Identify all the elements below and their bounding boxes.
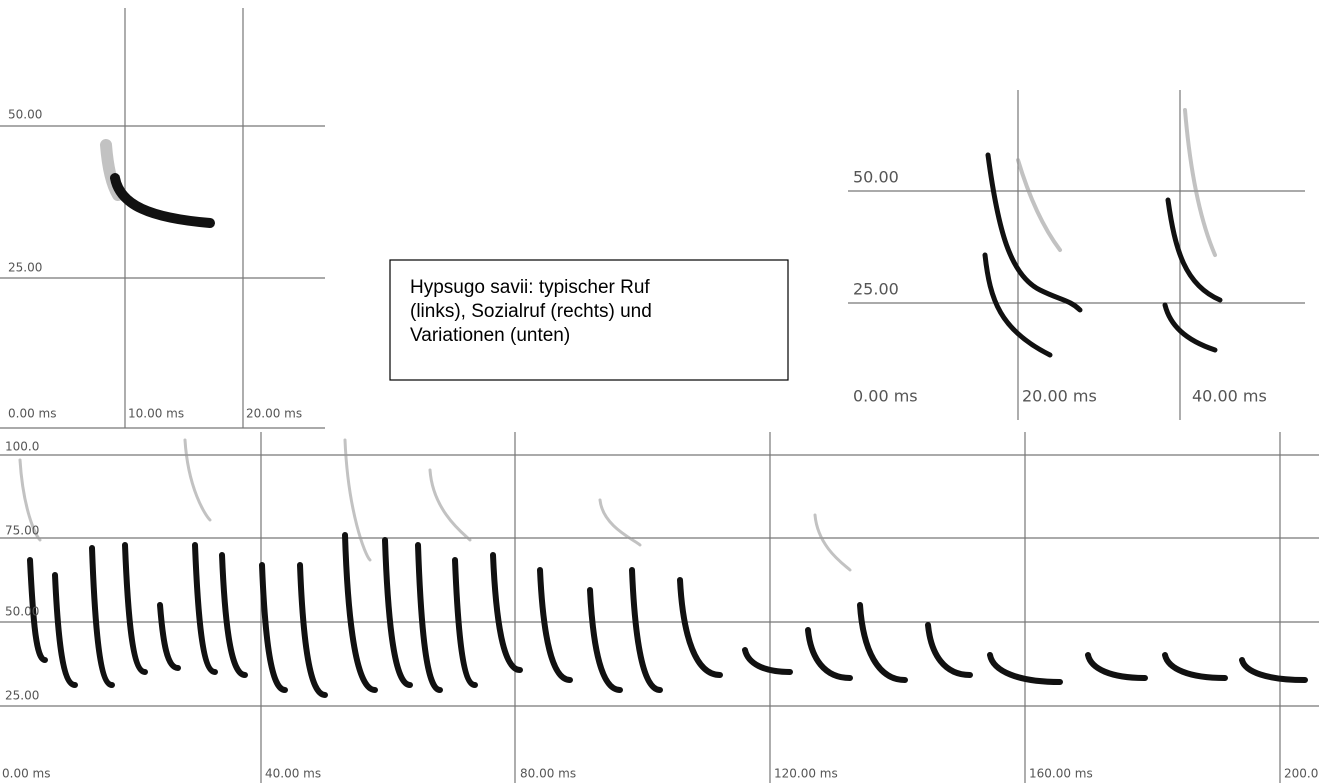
x-tick-label: 160.00 ms [1029, 767, 1093, 781]
y-tick-label: 50.00 [5, 605, 39, 619]
call-trace [430, 470, 470, 540]
x-tick-label: 10.00 ms [128, 407, 184, 421]
x-tick-label: 80.00 ms [520, 767, 576, 781]
y-tick-label: 50.00 [8, 108, 42, 122]
call-trace [745, 650, 790, 672]
x-tick-label: 40.00 ms [265, 767, 321, 781]
call-trace [632, 570, 660, 690]
caption-line: Hypsugo savii: typischer Ruf [410, 277, 650, 298]
y-tick-label: 50.00 [853, 168, 899, 187]
x-tick-label: 120.00 ms [774, 767, 838, 781]
call-trace [860, 605, 905, 680]
call-trace [815, 515, 850, 570]
call-trace [262, 565, 285, 690]
call-trace [385, 540, 410, 685]
call-trace [1018, 160, 1060, 250]
call-trace [300, 565, 325, 695]
call-trace [160, 605, 178, 668]
call-trace [345, 440, 370, 560]
figure: 50.00 25.00 0.00 ms 10.00 ms 20.00 ms 50.00 25… [0, 0, 1319, 783]
panel-typical-call [0, 8, 325, 428]
y-tick-label: 25.00 [8, 261, 42, 275]
call-trace [1242, 660, 1305, 680]
y-tick-label: 25.00 [853, 280, 899, 299]
call-trace [1165, 655, 1225, 678]
call-trace [928, 625, 970, 675]
call-trace [125, 545, 145, 672]
caption-line: (links), Sozialruf (rechts) und [410, 301, 652, 322]
call-trace [590, 590, 620, 690]
caption-line: Variationen (unten) [410, 325, 570, 346]
call-trace [540, 570, 570, 680]
x-tick-label: 0.00 ms [2, 767, 50, 781]
call-trace [55, 575, 75, 685]
x-tick-label: 0.00 ms [8, 407, 56, 421]
y-tick-label: 75.00 [5, 524, 39, 538]
panel-variations [0, 432, 1319, 783]
x-tick-label: 0.00 ms [853, 387, 918, 406]
x-tick-label: 40.00 ms [1192, 387, 1267, 406]
call-trace [92, 548, 112, 685]
y-tick-label: 100.0 [5, 440, 39, 454]
call-trace [1088, 655, 1145, 678]
y-tick-label: 25.00 [5, 689, 39, 703]
call-trace [493, 555, 520, 670]
call-trace [680, 580, 720, 675]
x-tick-label: 200.00 ms [1284, 767, 1319, 781]
call-trace [1185, 110, 1215, 255]
panel-social-call [848, 90, 1305, 420]
call-trace [1165, 305, 1215, 350]
call-trace [418, 545, 440, 690]
call-trace [185, 440, 210, 520]
call-trace [988, 155, 1080, 310]
call-trace [222, 555, 245, 675]
x-tick-label: 20.00 ms [246, 407, 302, 421]
call-trace [195, 545, 215, 672]
call-trace [345, 535, 375, 690]
call-trace [808, 630, 850, 678]
call-trace [115, 178, 210, 223]
x-tick-label: 20.00 ms [1022, 387, 1097, 406]
